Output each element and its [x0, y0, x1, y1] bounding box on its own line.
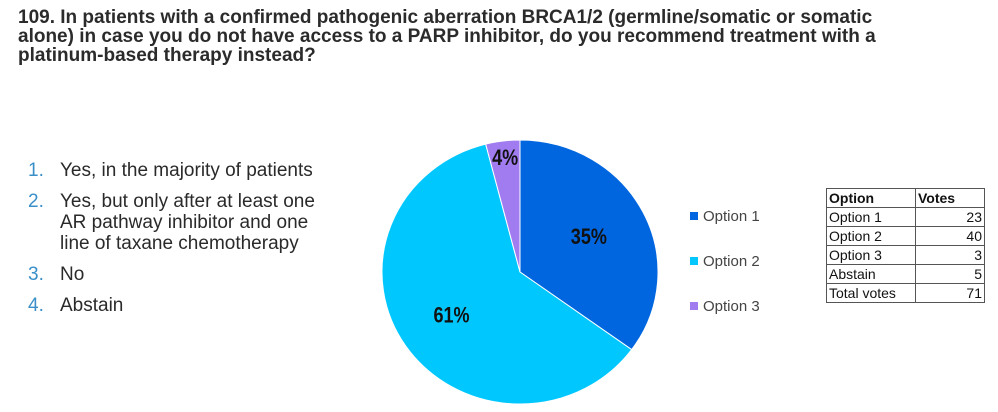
question-title: 109. In patients with a confirmed pathog…	[18, 8, 918, 65]
table-cell: Abstain	[826, 264, 916, 284]
data-label: 61%	[433, 304, 469, 328]
pie-slice	[381, 143, 633, 405]
question-line: 109. In patients with a confirmed pathog…	[18, 7, 873, 28]
answer-text: line of taxane chemotherapy	[60, 233, 299, 254]
legend-label: Option 2	[703, 252, 760, 270]
table-cell: 5	[915, 264, 985, 284]
answer-text: Yes, in the majority of patients	[60, 160, 313, 181]
table-row: Option 2 40	[826, 226, 985, 246]
chart-legend: Option 1 Option 2 Option 3	[690, 205, 760, 340]
question-line: platinum-based therapy instead?	[18, 45, 316, 66]
data-label: 35%	[571, 226, 607, 250]
table-row: Option 1 23	[826, 207, 985, 227]
table-cell: Option 2	[826, 226, 916, 246]
table-cell: Option 3	[826, 245, 916, 265]
table-cell: 40	[915, 226, 985, 246]
pie-slice	[519, 139, 659, 351]
answer-item: 3. No	[28, 264, 358, 285]
table-cell: 3	[915, 245, 985, 265]
table-row: Total votes 71	[826, 283, 985, 303]
answer-number: 3.	[28, 264, 44, 285]
legend-swatch	[690, 257, 698, 265]
table-header-cell: Votes	[915, 188, 985, 208]
legend-label: Option 3	[703, 297, 760, 315]
answer-item: 1. Yes, in the majority of patients	[28, 160, 358, 181]
table-row: Abstain 5	[826, 264, 985, 284]
table-header-cell: Option	[826, 188, 916, 208]
answer-number: 1.	[28, 160, 44, 181]
table-cell: Option 1	[826, 207, 916, 227]
legend-swatch	[690, 302, 698, 310]
answer-text: No	[60, 264, 85, 285]
table-cell: 23	[915, 207, 985, 227]
answer-number: 2.	[28, 191, 44, 212]
votes-table: Option Votes Option 1 23 Option 2 40 Opt…	[826, 188, 985, 303]
answer-item: 2. Yes, but only after at least one AR p…	[28, 191, 358, 254]
answer-list: 1. Yes, in the majority of patients 2. Y…	[28, 160, 358, 326]
table-cell: Total votes	[826, 283, 916, 303]
pie-slice	[485, 139, 521, 273]
legend-item: Option 1	[690, 205, 760, 227]
legend-swatch	[690, 212, 698, 220]
data-label: 4%	[492, 147, 518, 171]
pie-chart: 35% 61% 4%	[381, 139, 659, 405]
table-header-row: Option Votes	[826, 188, 985, 208]
answer-number: 4.	[28, 295, 44, 316]
answer-text: Abstain	[60, 295, 124, 316]
question-line: alone) in case you do not have access to…	[18, 26, 876, 47]
table-row: Option 3 3	[826, 245, 985, 265]
legend-item: Option 3	[690, 295, 760, 317]
table-cell: 71	[915, 283, 985, 303]
answer-text: AR pathway inhibitor and one	[60, 212, 309, 233]
answer-item: 4. Abstain	[28, 295, 358, 316]
legend-item: Option 2	[690, 250, 760, 272]
answer-text: Yes, but only after at least one	[60, 191, 315, 212]
legend-label: Option 1	[703, 207, 760, 225]
